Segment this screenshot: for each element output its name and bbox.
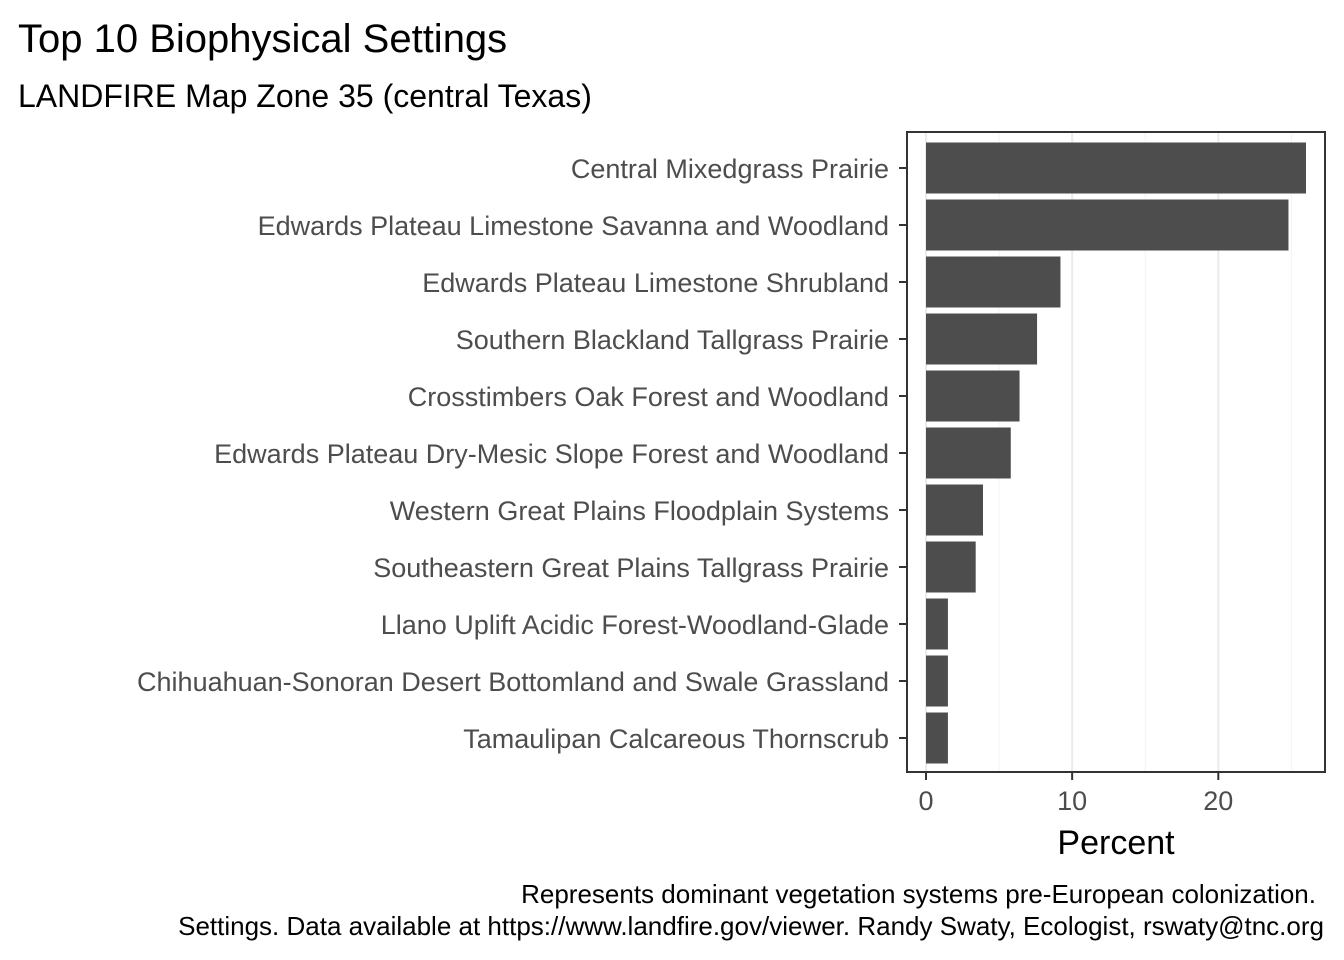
caption-line-2: Settings. Data available at https://www.… bbox=[178, 911, 1324, 941]
bar-7 bbox=[926, 484, 983, 536]
bar-8 bbox=[926, 541, 976, 593]
y-tick-label-4: Southern Blackland Tallgrass Prairie bbox=[456, 325, 889, 355]
y-tick-label-2: Edwards Plateau Limestone Savanna and Wo… bbox=[258, 211, 889, 241]
x-axis-label: Percent bbox=[1057, 824, 1175, 862]
bars-group bbox=[926, 142, 1306, 764]
bar-3 bbox=[926, 256, 1061, 308]
y-tick-label-1: Central Mixedgrass Prairie bbox=[571, 154, 889, 184]
bar-11 bbox=[926, 712, 948, 764]
bar-5 bbox=[926, 370, 1020, 422]
y-tick-label-7: Western Great Plains Floodplain Systems bbox=[390, 496, 889, 526]
bar-1 bbox=[926, 142, 1306, 194]
x-tick-label-1: 10 bbox=[1057, 786, 1087, 816]
bar-9 bbox=[926, 598, 948, 650]
bar-2 bbox=[926, 199, 1289, 251]
caption-line-1: Represents dominant vegetation systems p… bbox=[521, 879, 1316, 909]
bar-10 bbox=[926, 655, 948, 707]
y-tick-label-6: Edwards Plateau Dry-Mesic Slope Forest a… bbox=[214, 439, 889, 469]
chart-subtitle: LANDFIRE Map Zone 35 (central Texas) bbox=[18, 78, 592, 114]
y-tick-label-3: Edwards Plateau Limestone Shrubland bbox=[422, 268, 889, 298]
bar-4 bbox=[926, 313, 1038, 365]
y-tick-label-8: Southeastern Great Plains Tallgrass Prai… bbox=[373, 553, 889, 583]
x-tick-label-0: 0 bbox=[918, 786, 933, 816]
x-axis: 0 10 20 bbox=[918, 772, 1233, 816]
y-tick-label-9: Llano Uplift Acidic Forest-Woodland-Glad… bbox=[381, 610, 889, 640]
chart-title: Top 10 Biophysical Settings bbox=[18, 17, 507, 61]
bar-6 bbox=[926, 427, 1011, 479]
x-tick-label-2: 20 bbox=[1203, 786, 1233, 816]
y-tick-label-10: Chihuahuan-Sonoran Desert Bottomland and… bbox=[137, 667, 889, 697]
y-tick-label-5: Crosstimbers Oak Forest and Woodland bbox=[408, 382, 889, 412]
y-axis: Central Mixedgrass Prairie Edwards Platea… bbox=[137, 154, 907, 754]
y-tick-label-11: Tamaulipan Calcareous Thornscrub bbox=[463, 724, 889, 754]
